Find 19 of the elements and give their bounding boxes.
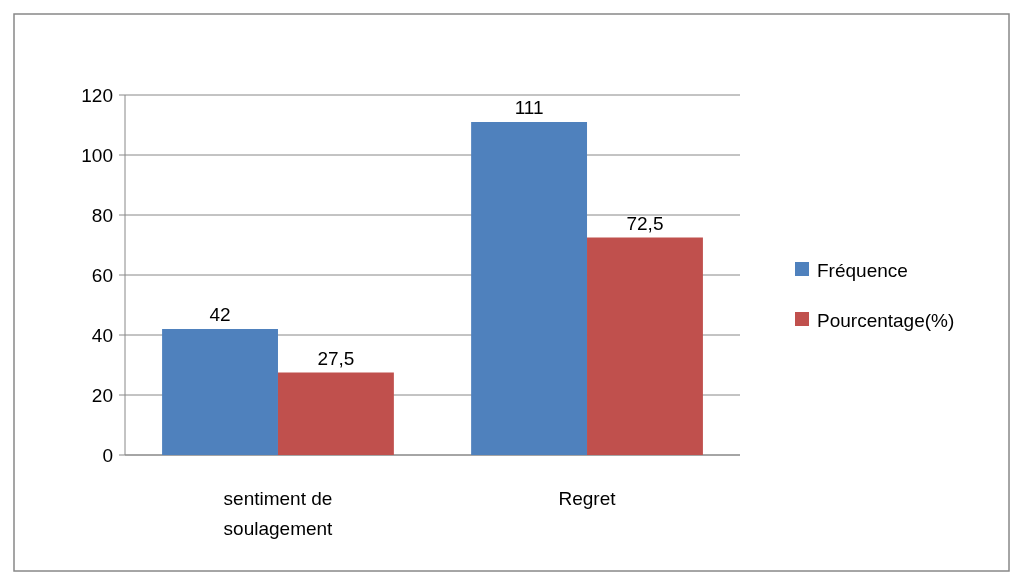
- y-tick-label: 80: [91, 204, 113, 226]
- data-label: 72,5: [626, 212, 664, 234]
- bar: [471, 122, 588, 455]
- y-tick-label: 100: [81, 144, 113, 166]
- y-tick-label: 20: [91, 384, 113, 406]
- data-label: 27,5: [317, 347, 355, 369]
- x-tick-label: sentiment de soulagement: [223, 488, 334, 539]
- y-tick-label: 60: [91, 264, 113, 286]
- y-tick-label: 40: [91, 324, 113, 346]
- x-tick-label: Regret: [558, 488, 617, 509]
- bar: [587, 237, 703, 455]
- data-label: 111: [514, 97, 544, 118]
- y-tick-label: 120: [81, 84, 113, 106]
- y-tick-label: 0: [102, 444, 113, 466]
- legend-label: Fréquence: [817, 259, 908, 281]
- bar: [277, 372, 394, 455]
- bar: [162, 329, 278, 455]
- legend-label: Pourcentage(%): [817, 309, 955, 331]
- data-label: 42: [209, 304, 231, 325]
